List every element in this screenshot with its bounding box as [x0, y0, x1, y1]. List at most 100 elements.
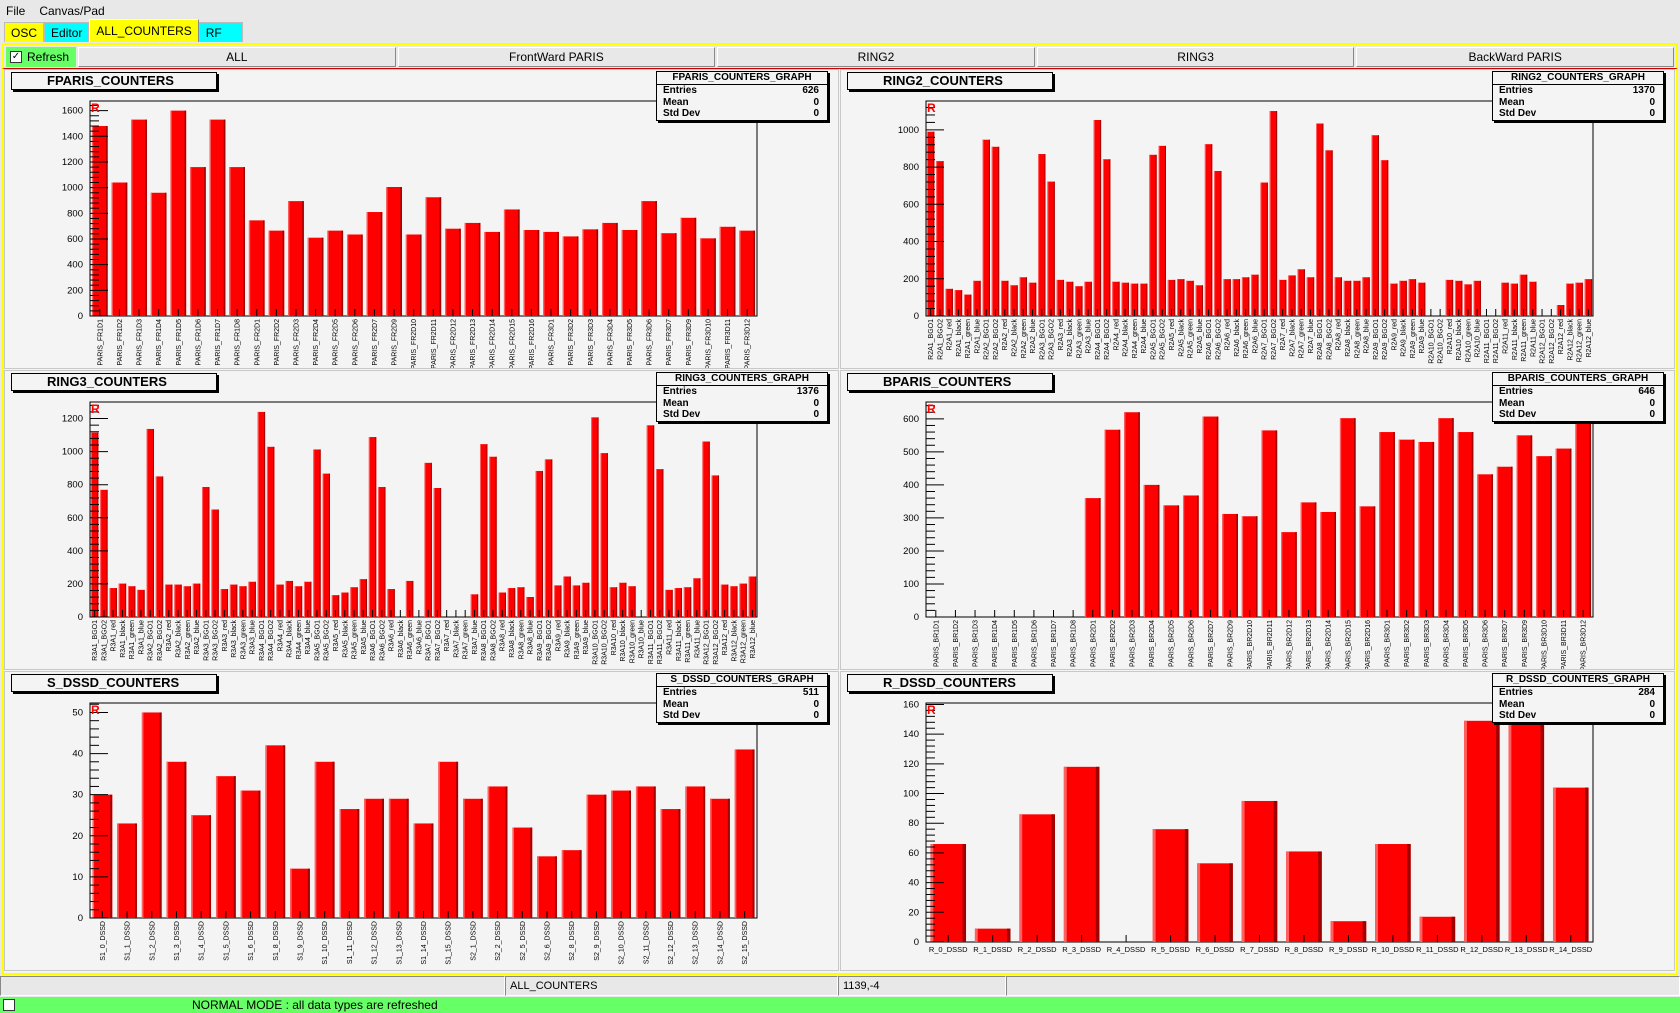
bar-edge [1322, 123, 1324, 317]
bar-highlight [1408, 279, 1410, 316]
x-tick-label: R3A8_black [509, 620, 516, 658]
bar [1038, 154, 1046, 316]
histogram-pad[interactable]: R_0_DSSD R_1_DSSD R_2_DSSD R_3_DSSD R_4_DSSD… [840, 671, 1675, 971]
histogram-pad[interactable]: S1_0_DSSD S1_1_DSSD S1_2_DSSD S1_3_DSSD S1_4… [4, 671, 839, 971]
bar [1575, 282, 1583, 316]
bar-edge [1550, 456, 1552, 617]
bar-edge [1393, 432, 1395, 617]
all-button[interactable]: ALL [78, 46, 396, 67]
histogram-pad[interactable]: R2A1_BGO1 R2A1_BGO2 R2A1_red R2A1_black R2A1… [840, 69, 1675, 369]
bar-highlight [1010, 285, 1012, 316]
menu-canvas-pad[interactable]: Canvas/Pad [39, 3, 105, 18]
bar [1454, 280, 1463, 316]
bar-highlight [211, 509, 213, 617]
bar-highlight [1464, 284, 1466, 316]
bar-edge [1192, 280, 1194, 316]
bar-highlight [711, 475, 713, 617]
histogram-pad[interactable]: PARIS_BR1D1 PARIS_BR1D2 PARIS_BR1D3 PARIS_B… [840, 370, 1675, 670]
stats-label: Std Dev [663, 108, 701, 119]
bar-edge [184, 110, 187, 316]
bar-highlight [1398, 439, 1401, 617]
bar-edge [1295, 532, 1297, 617]
bar [1464, 720, 1500, 942]
bar [220, 589, 229, 617]
root-canvas[interactable]: PARIS_FR1D1 PARIS_FR1D2 PARIS_FR1D3 PARIS_F… [2, 68, 1678, 975]
bar [92, 794, 113, 918]
x-tick-label: R_13_DSSD [1505, 945, 1549, 954]
bar-highlight [982, 139, 984, 316]
bar-highlight [563, 576, 565, 617]
bar-edge [629, 790, 632, 918]
ring2-button[interactable]: RING2 [717, 46, 1035, 67]
bar [276, 584, 284, 617]
bar-highlight [1438, 418, 1440, 617]
tab-osc[interactable]: OSC [4, 22, 45, 42]
y-tick-label: 400 [67, 260, 83, 271]
bar-edge [273, 446, 275, 617]
bar-highlight [288, 201, 290, 316]
bar-highlight [131, 119, 133, 316]
bar [581, 582, 590, 617]
y-tick-label: 0 [78, 612, 83, 623]
y-tick-label: 1200 [62, 414, 83, 425]
x-tick-label: PARIS_FR1D8 [235, 319, 242, 366]
bar [685, 786, 706, 918]
x-tick-label: S1_3_DSSD [174, 921, 181, 961]
bar-edge [1216, 416, 1219, 617]
bar-highlight [1197, 863, 1201, 942]
tab-rf[interactable]: RF [198, 22, 243, 42]
stats-row-stddev: Std Dev 0 [657, 108, 827, 120]
histogram-title: S_DSSD_COUNTERS [11, 674, 217, 692]
bar-highlight [405, 580, 407, 617]
x-tick-label: S2_12_DSSD [668, 921, 675, 965]
ring3-button[interactable]: RING3 [1036, 46, 1355, 67]
bar-edge [505, 786, 508, 918]
checkbox-checked-icon[interactable]: ✓ [10, 50, 22, 63]
stats-label: Std Dev [1499, 710, 1537, 721]
bar [517, 587, 525, 617]
x-tick-label: PARIS_BR2D3 [1129, 620, 1136, 667]
x-tick-label: R3A12_BGO2 [713, 620, 720, 665]
x-tick-label: S1_0_DSSD [100, 921, 107, 961]
bar-edge [1137, 283, 1139, 316]
y-tick-label: 120 [903, 759, 919, 770]
mode-checkbox[interactable] [3, 999, 15, 1011]
x-tick-label: R3A4_BGO2 [268, 620, 275, 661]
histogram-pad[interactable]: R3A1_BGO1 R3A1_BGO2 R3A1_red R3A1_black R3A1… [4, 370, 839, 670]
bar [480, 444, 488, 617]
bar-highlight [322, 473, 324, 617]
bar-highlight [537, 856, 539, 918]
x-tick-label: PARIS_BR2D14 [1326, 620, 1333, 670]
bar-highlight [683, 587, 685, 617]
x-tick-label: R2A3_BGO2 [1049, 319, 1056, 360]
x-tick-label: R3A1_BGO1 [92, 620, 99, 661]
y-tick-label: 600 [67, 234, 83, 245]
tab-editor[interactable]: Editor [44, 22, 90, 42]
refresh-checkbox[interactable]: ✓ Refresh [6, 46, 76, 67]
histogram-pad[interactable]: PARIS_FR1D1 PARIS_FR1D2 PARIS_FR1D3 PARIS_F… [4, 69, 839, 369]
backward-paris-button[interactable]: BackWard PARIS [1356, 46, 1674, 67]
bar [572, 585, 581, 617]
x-tick-label: R2A5_green [1188, 319, 1195, 358]
bar [1353, 280, 1361, 316]
stats-row-mean: Mean 0 [657, 398, 827, 410]
bar-edge [134, 823, 137, 918]
x-tick-label: R3A12_black [731, 620, 738, 662]
x-tick-label: S1_8_DSSD [273, 921, 280, 961]
x-tick-label: PARIS_BR2D10 [1247, 620, 1254, 670]
tab-all-counters[interactable]: ALL_COUNTERS [89, 19, 199, 42]
bar-highlight [1477, 474, 1479, 617]
bar-edge [1266, 182, 1268, 316]
x-tick-label: R3A3_blue [250, 620, 257, 655]
x-tick-label: R2A7_black [1289, 319, 1296, 357]
menu-file[interactable]: File [6, 3, 26, 18]
x-tick-label: R3A2_green [185, 620, 192, 659]
bar-highlight [266, 446, 268, 617]
bar-edge [245, 586, 247, 617]
bar [674, 588, 682, 617]
bar [341, 592, 349, 617]
stats-label: Std Dev [663, 409, 701, 420]
bar-edge [961, 290, 963, 316]
frontward-paris-button[interactable]: FrontWard PARIS [397, 46, 716, 67]
bar [91, 126, 108, 316]
